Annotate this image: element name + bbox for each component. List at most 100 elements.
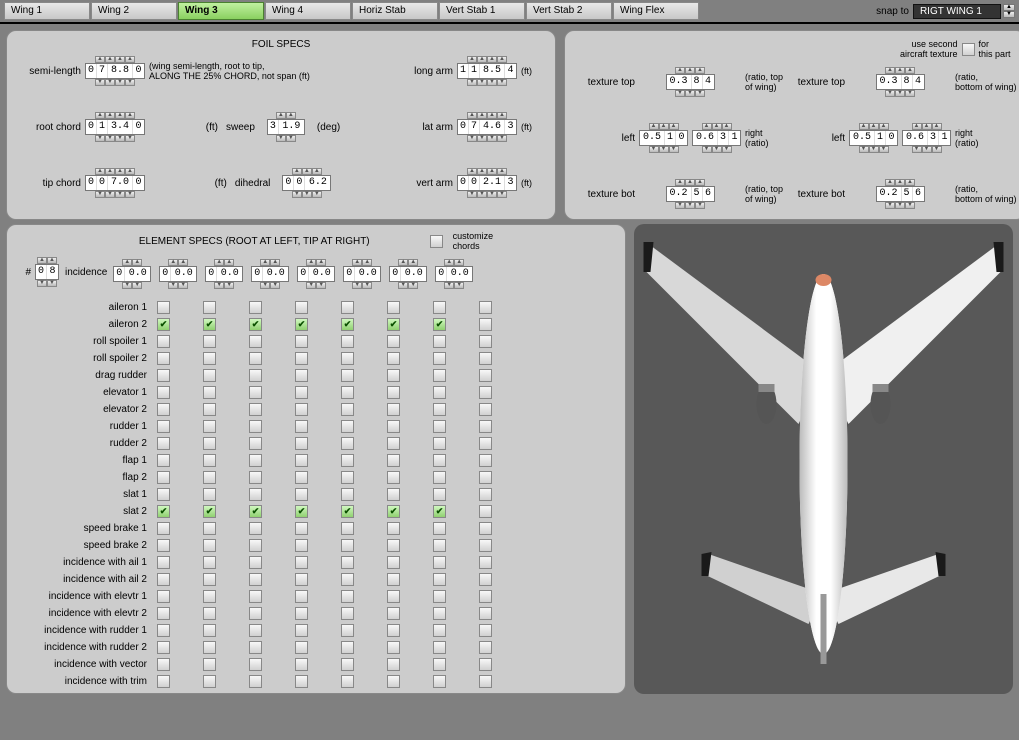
elem-checkbox[interactable] <box>295 641 308 654</box>
elem-checkbox[interactable] <box>249 301 262 314</box>
elem-checkbox[interactable] <box>295 386 308 399</box>
elem-checkbox[interactable] <box>203 471 216 484</box>
elem-checkbox[interactable] <box>157 590 170 603</box>
elem-checkbox[interactable] <box>203 454 216 467</box>
elem-checkbox[interactable] <box>203 335 216 348</box>
elem-checkbox[interactable] <box>157 505 170 518</box>
elem-checkbox[interactable] <box>479 641 492 654</box>
elem-checkbox[interactable] <box>249 471 262 484</box>
elem-checkbox[interactable] <box>203 658 216 671</box>
elem-checkbox[interactable] <box>203 369 216 382</box>
snap-stepper[interactable]: ▲▼ <box>1003 4 1015 18</box>
number-spinner[interactable]: 0.256 <box>639 179 741 209</box>
customize-chords-checkbox[interactable] <box>430 235 443 248</box>
elem-checkbox[interactable] <box>295 488 308 501</box>
elem-checkbox[interactable] <box>249 539 262 552</box>
elem-checkbox[interactable] <box>479 454 492 467</box>
elem-checkbox[interactable] <box>387 369 400 382</box>
elem-checkbox[interactable] <box>295 454 308 467</box>
elem-checkbox[interactable] <box>157 641 170 654</box>
tab-wing-flex[interactable]: Wing Flex <box>613 2 699 20</box>
elem-checkbox[interactable] <box>387 471 400 484</box>
elem-checkbox[interactable] <box>295 607 308 620</box>
elem-checkbox[interactable] <box>387 556 400 569</box>
elem-checkbox[interactable] <box>203 641 216 654</box>
elem-checkbox[interactable] <box>203 488 216 501</box>
elem-checkbox[interactable] <box>341 403 354 416</box>
elem-checkbox[interactable] <box>387 675 400 688</box>
use-second-checkbox[interactable] <box>962 43 975 56</box>
elem-checkbox[interactable] <box>249 335 262 348</box>
elem-checkbox[interactable] <box>341 471 354 484</box>
tab-wing-3[interactable]: Wing 3 <box>178 2 264 20</box>
elem-checkbox[interactable] <box>479 539 492 552</box>
tab-wing-4[interactable]: Wing 4 <box>265 2 351 20</box>
elem-checkbox[interactable] <box>341 556 354 569</box>
elem-checkbox[interactable] <box>295 437 308 450</box>
aircraft-viewer[interactable] <box>634 224 1013 694</box>
elem-checkbox[interactable] <box>341 522 354 535</box>
elem-checkbox[interactable] <box>433 471 446 484</box>
elem-checkbox[interactable] <box>479 386 492 399</box>
elem-checkbox[interactable] <box>249 420 262 433</box>
elem-checkbox[interactable] <box>203 590 216 603</box>
elem-checkbox[interactable] <box>433 641 446 654</box>
elem-checkbox[interactable] <box>433 522 446 535</box>
number-spinner[interactable]: 08 <box>35 257 59 287</box>
elem-checkbox[interactable] <box>249 386 262 399</box>
elem-checkbox[interactable] <box>341 369 354 382</box>
elem-checkbox[interactable] <box>387 420 400 433</box>
elem-checkbox[interactable] <box>387 318 400 331</box>
elem-checkbox[interactable] <box>295 352 308 365</box>
elem-checkbox[interactable] <box>203 437 216 450</box>
elem-checkbox[interactable] <box>479 590 492 603</box>
elem-checkbox[interactable] <box>249 522 262 535</box>
elem-checkbox[interactable] <box>341 454 354 467</box>
elem-checkbox[interactable] <box>249 352 262 365</box>
elem-checkbox[interactable] <box>295 335 308 348</box>
elem-checkbox[interactable] <box>479 335 492 348</box>
elem-checkbox[interactable] <box>433 573 446 586</box>
elem-checkbox[interactable] <box>387 590 400 603</box>
number-spinner[interactable]: 0.384 <box>639 67 741 97</box>
elem-checkbox[interactable] <box>433 301 446 314</box>
elem-checkbox[interactable] <box>433 675 446 688</box>
number-spinner[interactable]: 013.40 <box>85 112 145 142</box>
number-spinner[interactable]: 078.80 <box>85 56 145 86</box>
elem-checkbox[interactable] <box>295 675 308 688</box>
elem-checkbox[interactable] <box>433 505 446 518</box>
number-spinner[interactable]: 00.0 <box>389 259 427 289</box>
elem-checkbox[interactable] <box>249 675 262 688</box>
elem-checkbox[interactable] <box>203 624 216 637</box>
elem-checkbox[interactable] <box>157 556 170 569</box>
elem-checkbox[interactable] <box>295 403 308 416</box>
elem-checkbox[interactable] <box>433 437 446 450</box>
elem-checkbox[interactable] <box>249 488 262 501</box>
elem-checkbox[interactable] <box>203 352 216 365</box>
number-spinner[interactable]: 31.9 <box>267 112 305 142</box>
elem-checkbox[interactable] <box>249 624 262 637</box>
elem-checkbox[interactable] <box>341 590 354 603</box>
elem-checkbox[interactable] <box>341 641 354 654</box>
elem-checkbox[interactable] <box>157 488 170 501</box>
elem-checkbox[interactable] <box>249 403 262 416</box>
elem-checkbox[interactable] <box>479 624 492 637</box>
elem-checkbox[interactable] <box>295 318 308 331</box>
elem-checkbox[interactable] <box>387 454 400 467</box>
elem-checkbox[interactable] <box>157 318 170 331</box>
number-spinner[interactable]: 002.13 <box>457 168 517 198</box>
elem-checkbox[interactable] <box>157 454 170 467</box>
tab-wing-1[interactable]: Wing 1 <box>4 2 90 20</box>
elem-checkbox[interactable] <box>295 420 308 433</box>
elem-checkbox[interactable] <box>203 573 216 586</box>
elem-checkbox[interactable] <box>433 403 446 416</box>
elem-checkbox[interactable] <box>479 471 492 484</box>
elem-checkbox[interactable] <box>157 573 170 586</box>
elem-checkbox[interactable] <box>387 386 400 399</box>
elem-checkbox[interactable] <box>203 301 216 314</box>
elem-checkbox[interactable] <box>433 420 446 433</box>
elem-checkbox[interactable] <box>295 505 308 518</box>
elem-checkbox[interactable] <box>249 658 262 671</box>
number-spinner[interactable]: 00.0 <box>297 259 335 289</box>
elem-checkbox[interactable] <box>249 369 262 382</box>
